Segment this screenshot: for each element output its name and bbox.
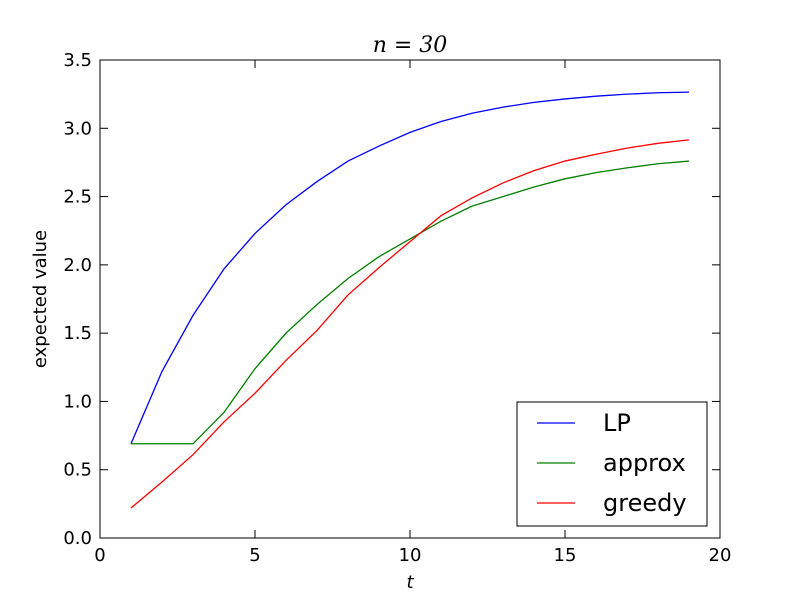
y-tick-label: 0.5: [63, 460, 92, 481]
x-axis-label: t: [406, 572, 414, 593]
series-line-approx: [131, 160, 690, 445]
x-tick-label: 20: [709, 545, 732, 566]
y-tick-label: 3.0: [63, 118, 92, 139]
y-tick-label: 0.0: [63, 528, 92, 549]
y-tick-label: 2.0: [63, 255, 92, 276]
x-tick-label: 5: [249, 545, 260, 566]
x-tick-label: 15: [554, 545, 577, 566]
y-tick-label: 2.5: [63, 187, 92, 208]
y-axis-label: expected value: [30, 230, 51, 368]
series-line-LP: [130, 91, 690, 445]
legend-label-LP: LP: [603, 409, 631, 437]
y-tick-label: 1.5: [63, 323, 92, 344]
ticks-layer: 0 5 10 15 20 0.0 0.5 1.0 1.5 2.0 2.5 3.0 3.5: [63, 50, 731, 566]
chart-title: n = 30: [373, 33, 448, 58]
x-tick-label: 0: [94, 545, 105, 566]
series-line-greedy: [130, 139, 690, 509]
x-tick-label: 10: [399, 545, 422, 566]
y-tick-label: 1.0: [63, 391, 92, 412]
legend-label-approx: approx: [603, 449, 686, 477]
legend-label-greedy: greedy: [603, 489, 687, 517]
series-layer: [130, 91, 690, 509]
legend: LP approx greedy: [516, 401, 708, 527]
y-tick-label: 3.5: [63, 50, 92, 71]
